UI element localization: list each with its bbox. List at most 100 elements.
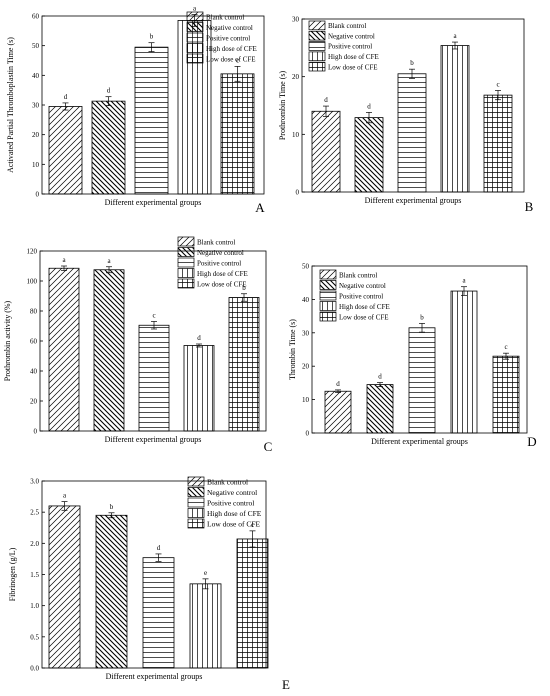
chart-panel-e: 0.0 0.5 1.0 1.5 2.0 2.5 3.0 a b d e c Different expe… <box>8 476 290 692</box>
y-tick-label: 40 <box>30 368 38 376</box>
legend-swatch <box>187 497 205 508</box>
bar <box>183 345 215 432</box>
legend-swatch <box>308 61 326 72</box>
y-tick-label: 80 <box>30 308 38 316</box>
legend-label: Negative control <box>206 24 253 32</box>
y-tick-label: 0 <box>36 191 40 199</box>
significance-letter: d <box>378 373 382 381</box>
y-tick-label: 20 <box>32 131 40 139</box>
y-tick-label: 20 <box>292 73 300 81</box>
legend-label: Positive control <box>328 43 372 51</box>
legend-swatch <box>319 301 337 311</box>
y-tick-label: 30 <box>292 16 300 24</box>
legend-label: High dose of CFE <box>339 303 390 311</box>
chart-panels: 0 10 20 30 40 50 60 d d b a c Different experimental… <box>3 5 537 692</box>
y-axis-label: Prothrombin activity (%) <box>3 300 12 381</box>
legend-swatch <box>186 11 204 22</box>
legend-label: Negative control <box>328 32 375 40</box>
legend-swatch <box>187 508 205 518</box>
legend-label: High dose of CFE <box>197 270 248 278</box>
legend-swatch <box>186 22 204 32</box>
significance-letter: b <box>110 503 114 511</box>
legend-label: High dose of CFE <box>207 509 262 518</box>
legend-label: Low dose of CFE <box>339 313 389 321</box>
legend-swatch <box>319 280 337 290</box>
bar <box>366 384 394 434</box>
bar <box>492 355 520 434</box>
bar <box>408 327 436 434</box>
significance-letter: c <box>236 56 239 64</box>
y-tick-label: 30 <box>302 329 310 337</box>
bar <box>138 324 170 432</box>
y-tick-label: 10 <box>302 396 310 404</box>
significance-letter: c <box>496 81 499 89</box>
significance-letter: d <box>324 96 328 104</box>
legend-label: Positive control <box>206 34 250 42</box>
x-axis-label: Different experimental groups <box>105 435 202 444</box>
significance-letter: a <box>462 277 466 285</box>
bar <box>189 583 222 669</box>
legend-label: Low dose of CFE <box>197 280 247 288</box>
chart-panel-d: 0 10 20 30 40 50 d d b a c Different experimental g… <box>288 263 537 450</box>
bar <box>48 267 80 432</box>
y-tick-label: 40 <box>302 296 310 304</box>
y-tick-label: 1.0 <box>30 602 39 610</box>
bar <box>397 73 427 193</box>
y-tick-label: 2.5 <box>30 509 39 517</box>
legend-swatch <box>177 236 195 247</box>
legend-swatch <box>319 290 337 301</box>
x-axis-label: Different experimental groups <box>106 672 203 681</box>
bar <box>177 20 212 195</box>
bar <box>450 290 478 434</box>
y-tick-label: 2.0 <box>30 540 39 548</box>
legend-label: Negative control <box>207 488 257 497</box>
bar <box>311 110 341 193</box>
legend-label: Low dose of CFE <box>206 55 256 63</box>
significance-letter: b <box>410 59 414 67</box>
legend-swatch <box>186 32 204 43</box>
y-tick-label: 60 <box>32 13 40 21</box>
panel-letter: D <box>527 434 536 449</box>
legend-swatch <box>308 41 326 51</box>
panel-letter: B <box>525 199 534 214</box>
legend-label: High dose of CFE <box>206 45 257 53</box>
y-tick-label: 0 <box>296 189 300 197</box>
bar <box>142 557 175 669</box>
chart-panel-c: 0 20 40 60 80 100 120 a a c d b Different experiment… <box>3 236 272 454</box>
significance-letter: a <box>107 257 111 265</box>
y-tick-label: 20 <box>302 363 310 371</box>
legend-swatch <box>308 51 326 62</box>
legend-swatch <box>308 20 326 31</box>
bar <box>440 45 470 193</box>
legend-label: Blank control <box>207 477 248 486</box>
panel-letter: A <box>255 200 265 215</box>
legend-swatch <box>187 518 205 529</box>
legend-swatch <box>177 278 195 289</box>
bar <box>48 106 83 195</box>
legend-swatch <box>308 30 326 41</box>
legend-label: Low dose of CFE <box>207 519 261 528</box>
significance-letter: a <box>63 492 67 500</box>
panel-letter: E <box>282 677 290 692</box>
legend-label: Low dose of CFE <box>328 63 378 71</box>
y-tick-label: 0 <box>306 430 310 438</box>
y-tick-label: 10 <box>292 131 300 139</box>
bar <box>354 117 384 193</box>
bar <box>48 505 81 669</box>
y-tick-label: 0.0 <box>30 665 39 673</box>
significance-letter: a <box>453 32 457 40</box>
y-axis-label: Prothrombin Time (s) <box>278 70 287 140</box>
y-tick-label: 3.0 <box>30 478 39 486</box>
significance-letter: d <box>107 87 111 95</box>
y-tick-label: 30 <box>32 102 40 110</box>
bar <box>324 390 352 434</box>
legend-swatch <box>187 487 205 497</box>
significance-letter: a <box>62 256 66 264</box>
y-tick-label: 20 <box>30 398 38 406</box>
y-axis-label: Activated Partial Thromboplastin Time (s… <box>6 37 15 173</box>
y-tick-label: 1.5 <box>30 571 39 579</box>
